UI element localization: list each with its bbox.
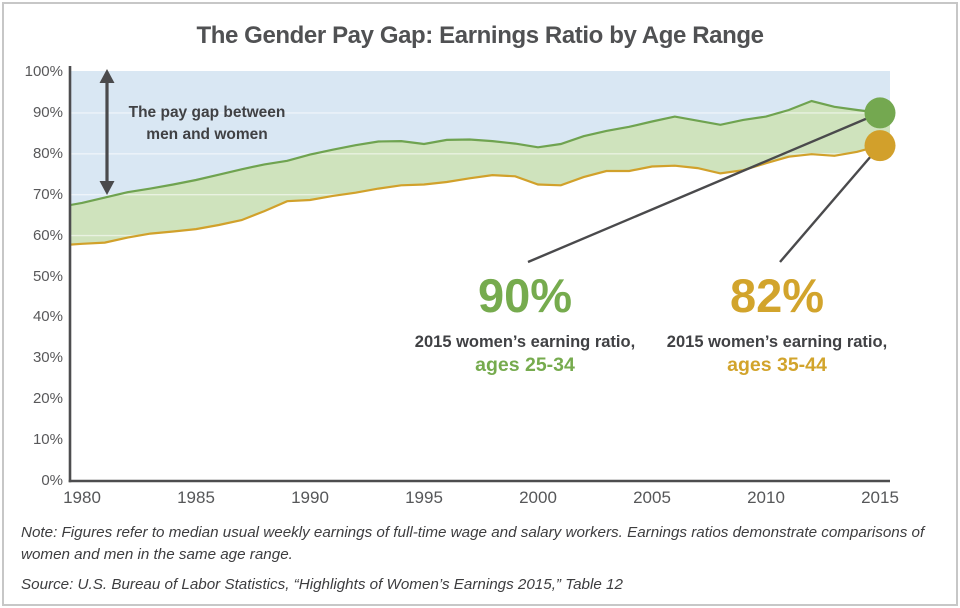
dot-ages-35-44 (864, 130, 896, 162)
source-text: Source: U.S. Bureau of Labor Statistics,… (21, 576, 623, 593)
callout-ages-25-34: 90% 2015 women’s earning ratio, ages 25-… (395, 270, 655, 376)
x-tick-label: 2015 (861, 488, 899, 507)
note-text: Note: Figures refer to median usual week… (21, 524, 925, 563)
callout-ages-35-44: 82% 2015 women’s earning ratio, ages 35-… (647, 270, 907, 376)
earnings-band (70, 101, 890, 245)
plot-area (70, 71, 890, 441)
x-tick-label: 1995 (405, 488, 443, 507)
callout-caption-25-34: 2015 women’s earning ratio, (414, 333, 636, 351)
callout-value-25-34: 90% (477, 269, 573, 322)
y-tick-label: 100% (24, 63, 63, 80)
pay-gap-area (70, 71, 890, 206)
y-tick-label: 60% (32, 226, 63, 244)
chart-title: The Gender Pay Gap: Earnings Ratio by Ag… (196, 22, 764, 49)
footnotes: Note: Figures refer to median usual week… (21, 522, 946, 596)
x-tick-label: 1985 (177, 488, 215, 507)
pay-gap-annotation: The pay gap between men and women (128, 104, 286, 143)
callout-caption-35-44: 2015 women’s earning ratio, (666, 333, 888, 351)
y-tick-label: 10% (32, 431, 63, 449)
y-tick-label: 70% (32, 185, 63, 203)
y-tick-label: 40% (32, 308, 63, 326)
y-tick-label: 0% (41, 472, 63, 489)
y-tick-label: 90% (32, 103, 63, 121)
leader-line-35-44 (779, 144, 881, 263)
y-tick-label: 80% (32, 144, 63, 162)
y-tick-label: 50% (32, 267, 63, 285)
callout-value-35-44: 82% (729, 269, 825, 322)
dot-ages-25-34 (864, 97, 896, 129)
x-tick-label: 2005 (633, 488, 671, 507)
pay-gap-arrow-icon (99, 69, 115, 195)
x-tick-label: 2000 (519, 488, 557, 507)
x-tick-label: 1990 (291, 488, 329, 507)
leader-line-25-34 (527, 111, 881, 264)
callout-age-range-35-44: ages 35-44 (727, 354, 827, 376)
line-ages-35-44 (70, 144, 890, 246)
x-tick-label: 2010 (747, 488, 785, 507)
y-tick-label: 20% (32, 390, 63, 408)
line-ages-25-34 (70, 99, 890, 207)
x-tick-label: 1980 (63, 488, 101, 507)
y-tick-label: 30% (32, 349, 63, 367)
callout-age-range-25-34: ages 25-34 (475, 354, 575, 376)
